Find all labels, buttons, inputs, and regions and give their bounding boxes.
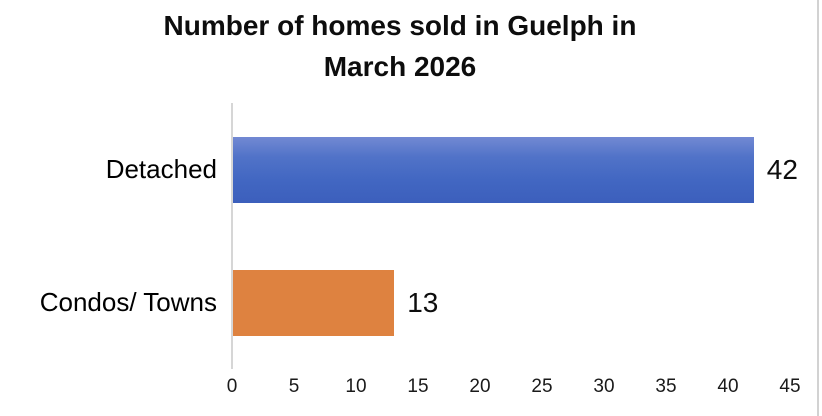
x-tick-15: 15 [407, 376, 429, 397]
x-tick-10: 10 [345, 376, 367, 397]
x-tick-30: 30 [593, 376, 615, 397]
category-label-detached: Detached [105, 154, 217, 184]
x-tick-35: 35 [655, 376, 677, 397]
x-tick-5: 5 [288, 376, 300, 397]
x-tick-0: 0 [226, 376, 238, 397]
chart-title-line-2: March 2026 [323, 51, 477, 82]
x-axis-tick-labels: 0 5 10 15 20 25 30 35 40 45 [227, 376, 801, 400]
x-tick-45: 45 [779, 376, 801, 397]
value-label-condos-towns: 13 [407, 287, 439, 318]
plot-area: Detached 42 Condos/ Towns 13 [40, 103, 798, 369]
chart-title: Number of homes sold in Guelph in March … [0, 5, 800, 87]
x-tick-20: 20 [469, 376, 491, 397]
chart-title-line-1: Number of homes sold in Guelph in [163, 10, 637, 41]
category-label-condos-towns: Condos/ Towns [39, 287, 217, 317]
x-tick-25: 25 [531, 376, 553, 397]
bar-row-condos-towns: Condos/ Towns 13 [40, 236, 791, 369]
bar-row-detached: Detached 42 [106, 103, 798, 236]
value-label-detached: 42 [766, 154, 798, 185]
x-tick-40: 40 [717, 376, 739, 397]
chart-object-right-edge [817, 0, 819, 416]
bar-detached: 42 [233, 137, 798, 203]
bar-condos-towns: 13 [233, 270, 438, 336]
